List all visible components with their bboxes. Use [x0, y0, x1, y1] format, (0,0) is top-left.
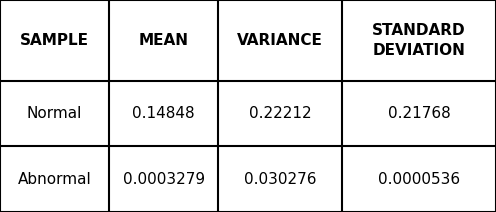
Text: 0.030276: 0.030276: [244, 172, 316, 187]
Text: 0.14848: 0.14848: [132, 106, 195, 121]
Text: 0.22212: 0.22212: [249, 106, 311, 121]
Text: 0.0003279: 0.0003279: [123, 172, 205, 187]
Text: STANDARD
DEVIATION: STANDARD DEVIATION: [372, 23, 466, 58]
Text: 0.21768: 0.21768: [388, 106, 450, 121]
Text: SAMPLE: SAMPLE: [20, 33, 89, 48]
Text: Normal: Normal: [27, 106, 82, 121]
Text: 0.0000536: 0.0000536: [378, 172, 460, 187]
Text: MEAN: MEAN: [139, 33, 188, 48]
Text: Abnormal: Abnormal: [18, 172, 91, 187]
Text: VARIANCE: VARIANCE: [237, 33, 323, 48]
